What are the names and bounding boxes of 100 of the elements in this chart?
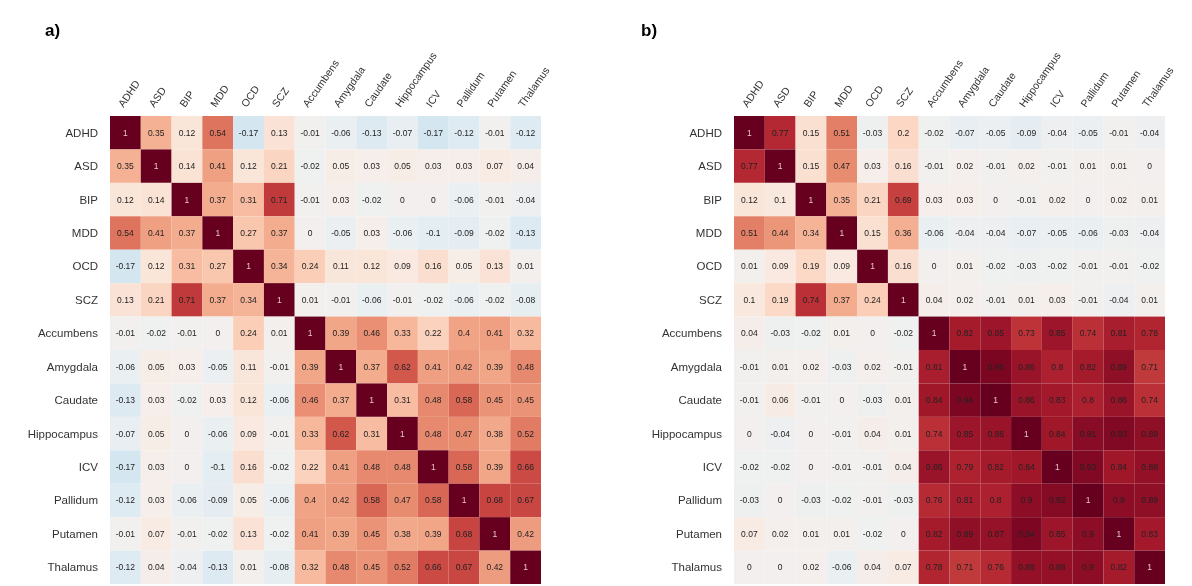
data-label: 1 xyxy=(839,227,845,238)
data-label: 0.01 xyxy=(741,261,758,272)
data-label: 0.14 xyxy=(178,161,196,172)
data-label: -0.02 xyxy=(739,461,760,472)
y-tick-label: Amygdala xyxy=(46,360,99,373)
data-label: 0.03 xyxy=(178,361,196,372)
y-tick-label: Pallidum xyxy=(677,494,722,507)
data-label: 0.03 xyxy=(956,194,974,205)
data-label: 0.94 xyxy=(1018,528,1036,539)
data-label: -0.04 xyxy=(1139,127,1160,138)
data-label: 0.16 xyxy=(895,261,912,272)
data-label: 0.02 xyxy=(1110,194,1128,205)
data-label: -0.01 xyxy=(331,294,351,305)
data-label: 0.01 xyxy=(1110,161,1128,172)
data-label: -0.17 xyxy=(238,127,259,138)
y-tick-label: Accumbens xyxy=(37,327,99,340)
data-label: 1 xyxy=(246,261,252,272)
data-label: 0.41 xyxy=(147,227,165,238)
data-label: 0.44 xyxy=(771,227,789,238)
data-label: 0.41 xyxy=(209,161,227,172)
data-label: 0.01 xyxy=(1141,294,1159,305)
data-label: 0.27 xyxy=(209,261,227,272)
y-tick-label: Caudate xyxy=(54,394,98,407)
data-label: 0.01 xyxy=(517,261,535,272)
data-label: 0.86 xyxy=(1018,361,1036,372)
data-label: 0.77 xyxy=(771,127,789,138)
data-label: 0.47 xyxy=(455,428,473,439)
data-label: -0.02 xyxy=(1047,261,1068,272)
data-label: -0.05 xyxy=(985,127,1006,138)
data-label: 0.07 xyxy=(895,562,912,573)
data-label: 0.09 xyxy=(833,261,851,272)
data-label: 0.82 xyxy=(956,328,974,339)
data-label: -0.03 xyxy=(1016,261,1037,272)
data-label: 1 xyxy=(1024,428,1030,439)
data-label: 1 xyxy=(777,161,783,172)
data-label: 0.73 xyxy=(1018,328,1036,339)
data-label: 0 xyxy=(993,194,999,205)
data-label: 0.03 xyxy=(363,227,381,238)
data-label: 0.04 xyxy=(895,461,912,472)
data-label: 0.48 xyxy=(424,428,442,439)
data-label: 0.37 xyxy=(209,294,227,305)
data-label: 0.13 xyxy=(271,127,288,138)
data-label: -0.02 xyxy=(423,294,444,305)
data-label: 1 xyxy=(400,428,406,439)
data-label: 0.22 xyxy=(301,461,319,472)
data-label: 1 xyxy=(1116,528,1122,539)
data-label: 0.9 xyxy=(1112,495,1125,506)
data-label: 0.87 xyxy=(987,528,1005,539)
data-label: 0 xyxy=(184,428,190,439)
data-label: -0.06 xyxy=(208,428,228,439)
data-label: 0.89 xyxy=(1141,495,1159,506)
data-label: 0.05 xyxy=(240,495,258,506)
data-label: -0.06 xyxy=(177,495,197,506)
data-label: 1 xyxy=(153,161,159,172)
data-label: 0.05 xyxy=(147,361,165,372)
data-label: -0.05 xyxy=(331,227,351,238)
data-label: 0.03 xyxy=(455,161,473,172)
data-label: -0.06 xyxy=(361,294,382,305)
data-label: -0.13 xyxy=(515,227,536,238)
data-label: 0.86 xyxy=(1018,395,1036,406)
data-label: 0 xyxy=(1147,161,1153,172)
data-label: 0.03 xyxy=(147,495,165,506)
data-label: 0.12 xyxy=(178,127,196,138)
data-label: -0.01 xyxy=(893,361,914,372)
data-label: 0.19 xyxy=(802,261,820,272)
data-label: 0.81 xyxy=(925,361,943,372)
data-label: -0.12 xyxy=(115,495,136,506)
data-label: -0.02 xyxy=(177,395,197,406)
y-tick-label: Hippocampus xyxy=(27,427,99,440)
data-label: -0.1 xyxy=(210,461,226,472)
data-label: -0.06 xyxy=(269,395,290,406)
data-label: 0.01 xyxy=(1079,161,1097,172)
data-label: 0.12 xyxy=(240,161,258,172)
data-label: 0.16 xyxy=(240,461,258,472)
data-label: 0.15 xyxy=(864,227,882,238)
data-label: 0.13 xyxy=(240,528,258,539)
data-label: -0.01 xyxy=(392,294,413,305)
data-label: 1 xyxy=(1085,495,1091,506)
data-label: 0.8 xyxy=(989,495,1002,506)
data-label: -0.12 xyxy=(515,127,536,138)
data-label: 0.68 xyxy=(455,528,473,539)
data-label: 0.88 xyxy=(1048,562,1066,573)
data-label: -0.02 xyxy=(862,528,883,539)
data-label: 0.12 xyxy=(363,261,381,272)
data-label: 1 xyxy=(184,194,190,205)
data-label: 0.31 xyxy=(394,395,412,406)
data-label: 0.02 xyxy=(1018,161,1036,172)
data-label: 0.35 xyxy=(147,127,165,138)
data-label: -0.03 xyxy=(801,495,821,506)
data-label: 0.05 xyxy=(332,161,350,172)
data-label: 0 xyxy=(839,395,845,406)
data-label: 0.12 xyxy=(240,395,258,406)
data-label: -0.06 xyxy=(454,294,474,305)
data-label: 0.01 xyxy=(1018,294,1036,305)
data-label: 0.85 xyxy=(1048,328,1066,339)
data-label: -0.02 xyxy=(485,294,505,305)
data-label: 0.27 xyxy=(240,227,258,238)
chart-title: b) xyxy=(641,21,658,40)
data-label: 0.54 xyxy=(209,127,227,138)
data-label: 0.86 xyxy=(987,428,1005,439)
